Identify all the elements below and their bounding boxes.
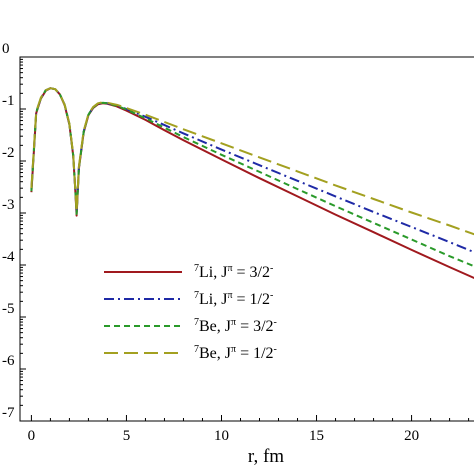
y-tick-labels: 0 -1 -2 -3 -4 -5 -6 -7 <box>2 41 15 421</box>
legend-label-4: 7Be, Jπ = 1/2- <box>194 344 277 362</box>
tick-marks <box>20 56 470 422</box>
legend-label-1: 7Li, Jπ = 3/2- <box>194 263 273 281</box>
legend-label-2: 7Li, Jπ = 1/2- <box>194 290 273 308</box>
y-tick-label: -7 <box>2 405 15 421</box>
y-tick-label: -2 <box>2 145 15 161</box>
series-line-2 <box>30 87 474 254</box>
x-tick-label: 0 <box>28 428 36 444</box>
y-tick-label: -3 <box>2 197 15 213</box>
series-line-1 <box>30 87 474 280</box>
y-tick-label: -6 <box>2 353 15 369</box>
legend-label-3: 7Be, Jπ = 3/2- <box>194 317 277 335</box>
plot-frame <box>19 56 474 422</box>
legend: 7Li, Jπ = 3/2- 7Li, Jπ = 1/2- 7Be, Jπ = 3/… <box>104 263 277 362</box>
x-tick-label: 15 <box>309 428 324 444</box>
y-tick-label: -5 <box>2 301 15 317</box>
series-lines <box>30 87 474 280</box>
x-tick-label: 10 <box>214 428 229 444</box>
y-tick-label: 0 <box>2 41 10 57</box>
y-tick-label: -1 <box>2 93 15 109</box>
series-line-3 <box>30 87 474 268</box>
x-axis-title: r, fm <box>248 446 284 467</box>
x-tick-label: 20 <box>404 428 419 444</box>
x-tick-label: 5 <box>123 428 131 444</box>
x-tick-labels: 0 5 10 15 20 <box>28 428 419 444</box>
series-line-4 <box>30 87 474 236</box>
y-tick-label: -4 <box>2 249 15 265</box>
